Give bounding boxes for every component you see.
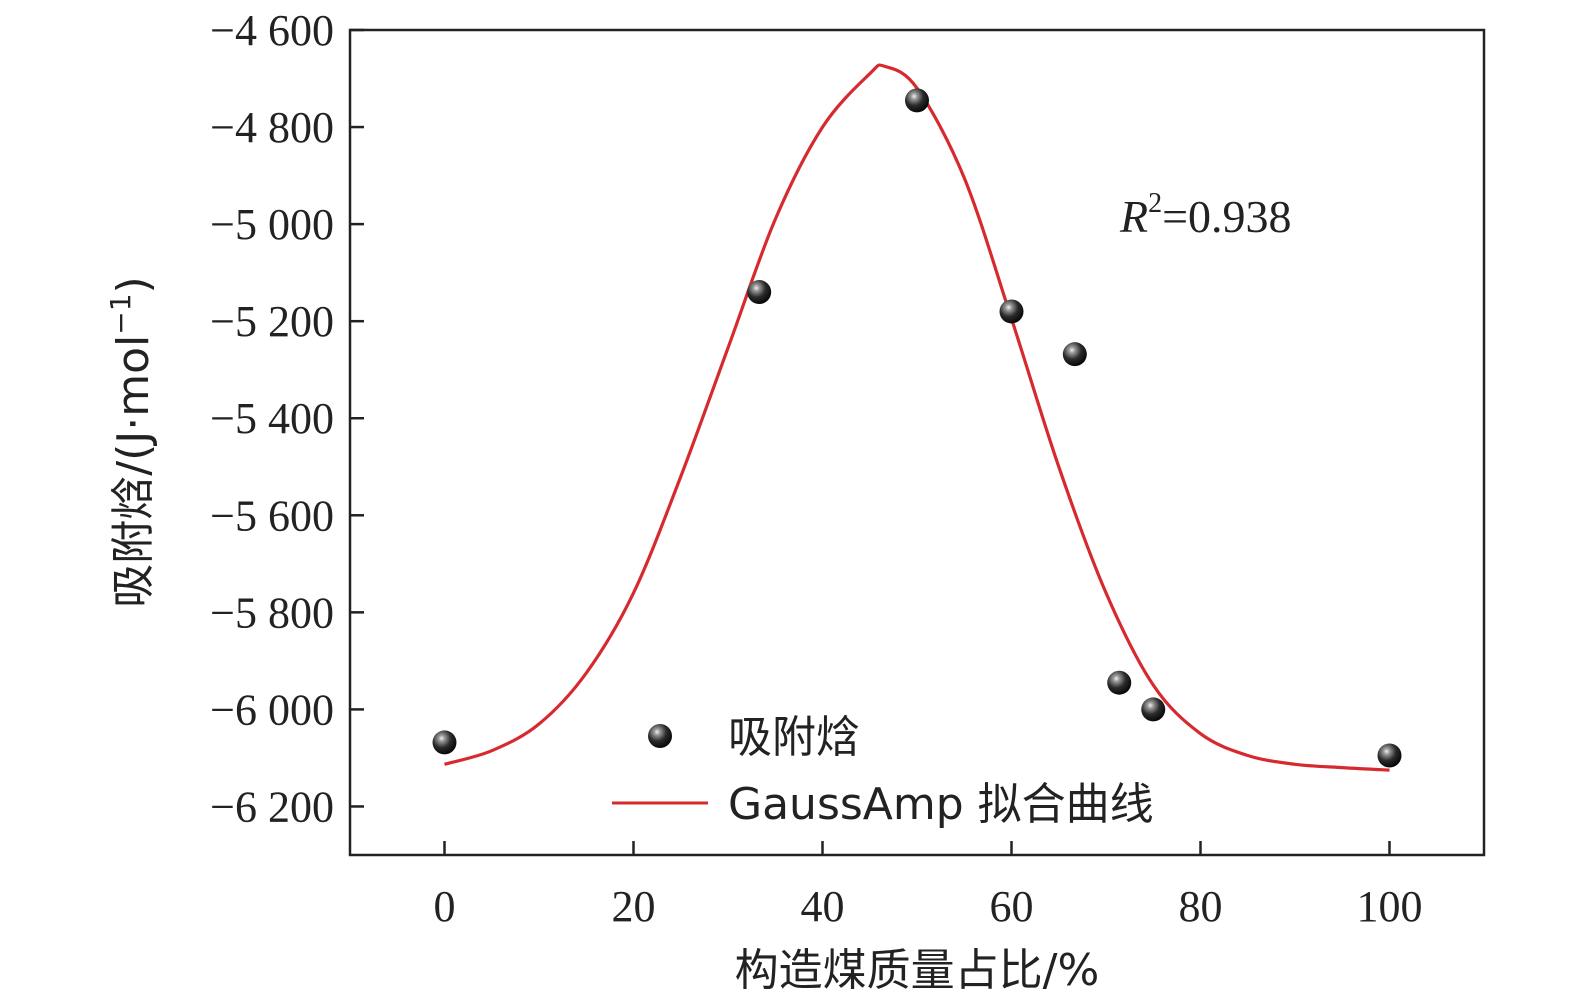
y-tick-label: −5 400 — [210, 394, 334, 443]
data-point — [1107, 670, 1132, 695]
x-tick-label: 100 — [1357, 882, 1423, 931]
legend-label-adsorption-enthalpy: 吸附焓 — [728, 712, 860, 763]
y-tick-label: −4 600 — [210, 6, 334, 55]
x-tick-label: 0 — [434, 882, 456, 931]
x-axis-title: 构造煤质量占比/% — [735, 945, 1100, 996]
r-squared-annotation: R2=0.938 — [1119, 188, 1292, 242]
y-axis-ticks: −4 600 −4 800 −5 000 −5 200 −5 400 −5 600 −5 8… — [210, 6, 364, 831]
y-tick-label: −6 200 — [210, 782, 334, 831]
x-tick-label: 40 — [801, 882, 845, 931]
x-tick-label: 80 — [1179, 882, 1223, 931]
legend-marker-adsorption-enthalpy — [648, 724, 672, 748]
data-point — [1062, 342, 1087, 367]
y-tick-label: −6 000 — [210, 685, 334, 734]
gaussamp-fit-curve — [444, 63, 1390, 772]
legend-label-gaussamp-fit: GaussAmp 拟合曲线 — [728, 779, 1154, 830]
x-axis-ticks: 0 20 40 60 80 100 — [434, 841, 1423, 931]
y-tick-label: −5 800 — [210, 588, 334, 637]
y-tick-label: −5 200 — [210, 297, 334, 346]
data-point — [1141, 697, 1166, 722]
data-point — [1377, 743, 1402, 768]
legend: 吸附焓 GaussAmp 拟合曲线 — [612, 712, 1154, 830]
x-tick-label: 20 — [612, 882, 656, 931]
data-point — [432, 730, 457, 755]
data-point — [747, 280, 772, 305]
data-point — [999, 299, 1024, 324]
y-axis-title: 吸附焓/(J·mol−1) — [104, 276, 159, 607]
fit-curve-layer — [444, 63, 1390, 772]
data-point — [905, 88, 929, 113]
plot-frame — [348, 28, 1486, 857]
x-tick-label: 60 — [990, 882, 1034, 931]
y-tick-label: −5 600 — [210, 491, 334, 540]
y-tick-label: −4 800 — [210, 103, 334, 152]
y-tick-label: −5 000 — [210, 200, 334, 249]
data-points-layer — [432, 88, 1402, 768]
